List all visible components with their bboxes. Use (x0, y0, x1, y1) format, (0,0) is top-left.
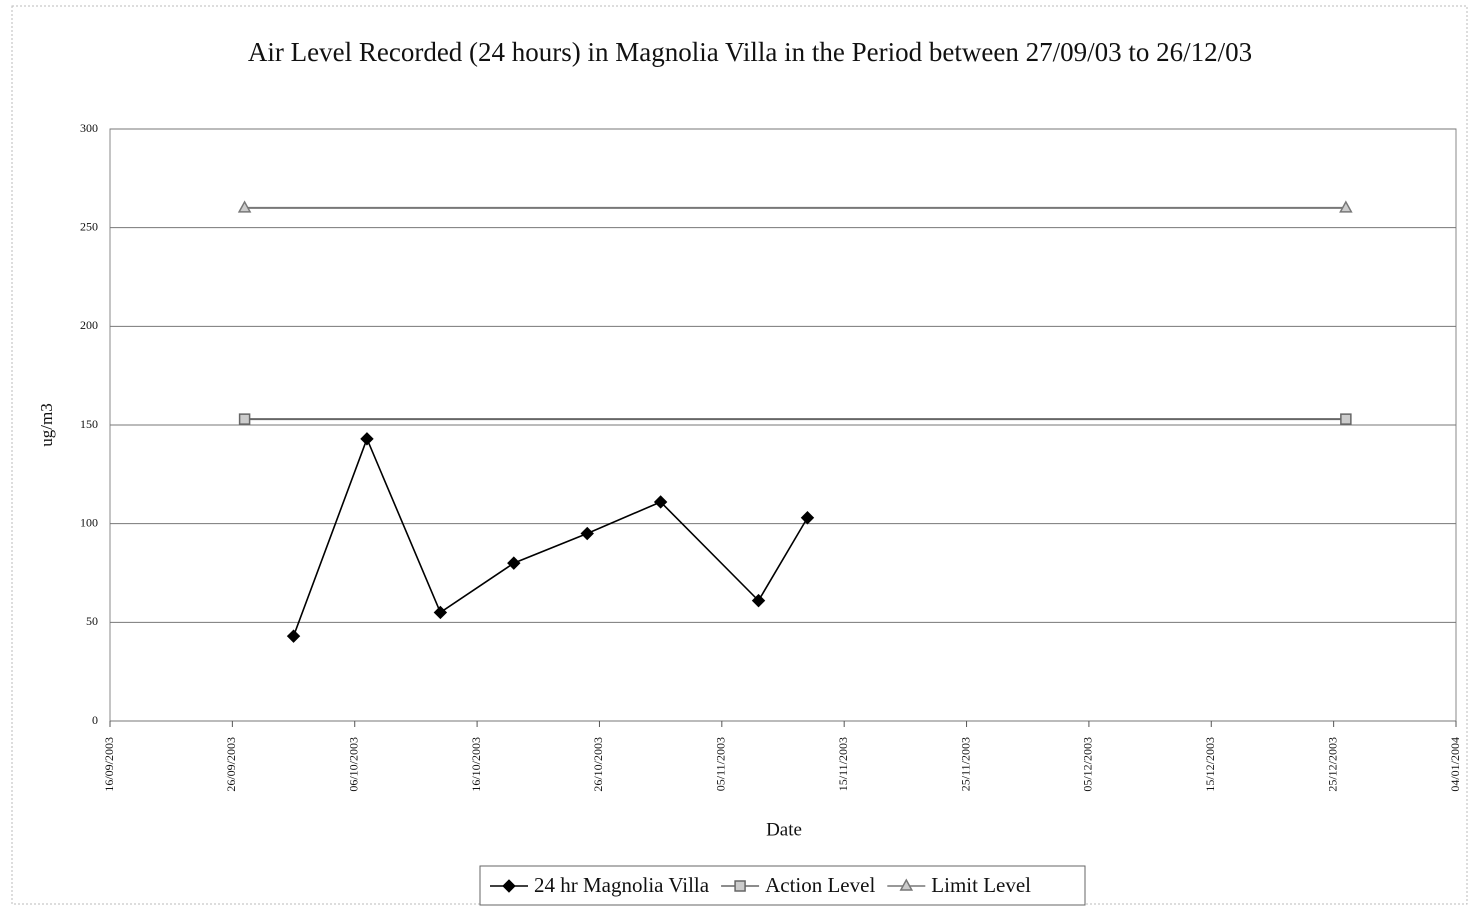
marker (238, 413, 251, 425)
x-axis-label: Date (766, 819, 802, 840)
y-tick-label: 150 (80, 417, 98, 431)
x-tick-label: 16/09/2003 (102, 737, 116, 792)
legend: 24 hr Magnolia Villa Action Level Limit Le… (479, 865, 1086, 906)
marker (580, 526, 594, 541)
x-tick-label: 15/11/2003 (836, 737, 850, 791)
legend-label: 24 hr Magnolia Villa (534, 873, 710, 897)
y-tick-label: 100 (80, 515, 98, 529)
marker (360, 432, 374, 446)
marker (1340, 413, 1352, 425)
y-tick-label: 50 (86, 614, 98, 628)
series-line (292, 436, 809, 637)
marker (237, 200, 252, 213)
x-tick-label: 05/12/2003 (1081, 737, 1095, 792)
x-tick-label: 25/12/2003 (1325, 737, 1339, 792)
y-axis-label: ug/m3 (37, 403, 56, 446)
marker (286, 629, 301, 643)
marker (653, 495, 668, 509)
marker (800, 511, 815, 525)
legend-box (479, 865, 1086, 906)
y-tick-label: 300 (80, 121, 98, 135)
marker (751, 593, 766, 608)
marker (734, 880, 746, 892)
x-tick-label: 06/10/2003 (346, 737, 360, 792)
marker (1339, 200, 1353, 213)
marker (899, 878, 914, 891)
x-tick-label: 05/11/2003 (714, 737, 728, 791)
x-tick-label: 26/10/2003 (591, 737, 605, 792)
x-tick-label: 25/11/2003 (958, 737, 972, 791)
marker (433, 605, 448, 620)
x-tick-label: 26/09/2003 (224, 737, 238, 792)
x-tick-label: 04/01/2004 (1448, 737, 1462, 792)
x-tick-label: 15/12/2003 (1203, 737, 1217, 792)
marker (507, 556, 521, 570)
legend-label: Limit Level (931, 873, 1031, 897)
y-tick-label: 250 (80, 219, 98, 233)
x-tick-label: 16/10/2003 (469, 737, 483, 792)
y-tick-label: 0 (92, 713, 98, 727)
chart-title: Air Level Recorded (24 hours) in Magnoli… (248, 37, 1252, 67)
y-tick-label: 200 (80, 318, 98, 332)
marker (502, 879, 516, 893)
legend-label: Action Level (765, 873, 875, 897)
